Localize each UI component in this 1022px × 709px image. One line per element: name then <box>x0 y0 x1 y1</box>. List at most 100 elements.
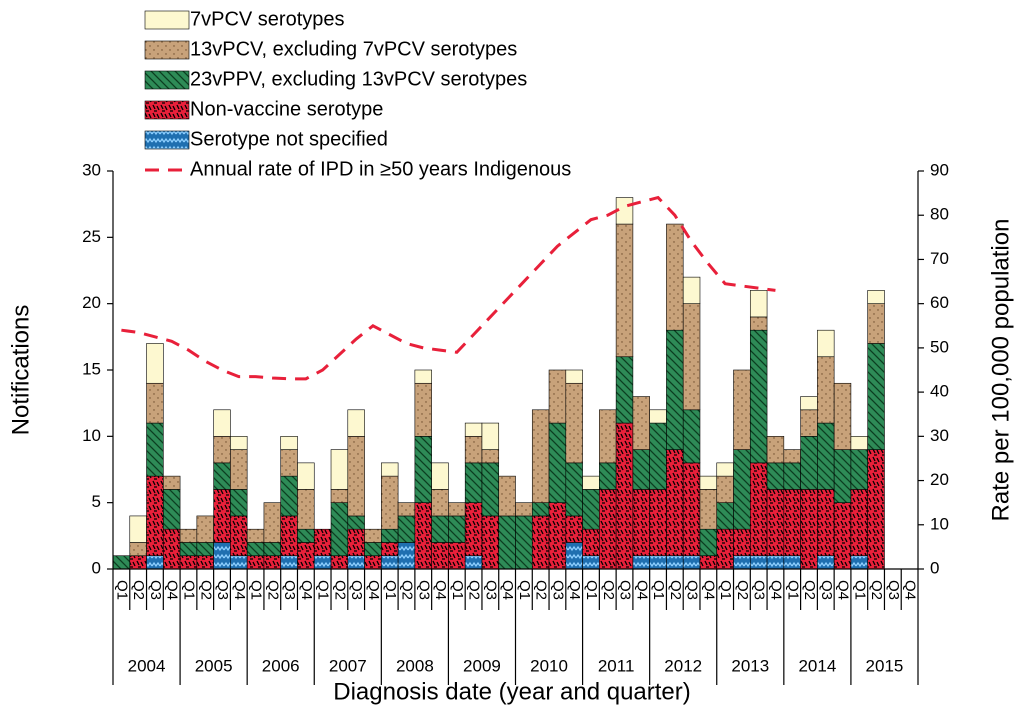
bar-segment <box>800 489 818 570</box>
x-tick-label: Q3 <box>751 580 768 600</box>
x-tick-label: Q4 <box>700 580 717 600</box>
bar-segment <box>347 555 365 570</box>
bar-segment <box>682 276 701 304</box>
bar-segment <box>531 409 550 503</box>
bar-segment <box>615 223 634 358</box>
x-tick-label: Q4 <box>835 580 852 600</box>
x-tick-label: Q3 <box>885 580 902 600</box>
legend-label: 23vPPV, excluding 13vPCV serotypes <box>190 68 527 90</box>
bar-segment <box>817 422 835 490</box>
bar-segment <box>246 542 265 557</box>
bar-segment <box>112 555 131 570</box>
x-tick-label: Q3 <box>281 580 298 600</box>
bar-segment <box>146 382 164 424</box>
x-tick-label: Q2 <box>130 580 147 600</box>
bar-segment <box>431 515 449 543</box>
x-tick-label: Q1 <box>382 580 399 600</box>
bar-segment <box>565 462 583 517</box>
bar-segment <box>666 555 684 570</box>
bar-segment <box>632 396 650 450</box>
bar-segment <box>817 356 835 424</box>
bar-segment <box>615 422 634 570</box>
bar-segment <box>146 475 164 557</box>
bar-segment <box>280 475 298 517</box>
bar-segment <box>682 409 701 464</box>
bar-segment <box>179 555 198 570</box>
bar-segment <box>280 555 298 570</box>
x-tick-label: Q1 <box>784 580 801 600</box>
x-tick-label: Q4 <box>633 580 650 600</box>
bar-segment <box>833 382 852 450</box>
bar-segment <box>263 502 282 543</box>
year-label: 2005 <box>195 656 233 675</box>
bar-segment <box>397 542 416 570</box>
bar-segment <box>464 436 483 464</box>
bar-segment <box>850 449 868 490</box>
bar-segment <box>297 489 315 530</box>
bar-segment <box>867 449 885 570</box>
y2-tick-label: 60 <box>930 293 949 312</box>
bar-segment <box>649 422 667 490</box>
bar-segment <box>766 462 785 490</box>
bar-segment <box>230 436 248 450</box>
legend-label: Serotype not specified <box>190 128 388 150</box>
x-tick-label: Q3 <box>214 580 231 600</box>
bar-segment <box>230 449 248 490</box>
bar-segment <box>163 489 181 530</box>
y2-axis-title: Rate per 100,000 population <box>987 219 1014 522</box>
bar-segment <box>431 489 449 517</box>
bar-segment <box>397 502 416 517</box>
y-tick-label: 15 <box>82 359 101 378</box>
bar-segment <box>649 489 667 557</box>
bar-segment <box>481 422 500 450</box>
x-tick-label: Q2 <box>533 580 550 600</box>
bar-segment <box>213 409 231 437</box>
y2-tick-label: 30 <box>930 426 949 445</box>
bar-segment <box>582 475 600 490</box>
x-tick-label: Q1 <box>315 580 332 600</box>
bar-segment <box>548 369 567 424</box>
bar-segment <box>817 555 835 570</box>
bar-segment <box>733 528 751 557</box>
bar-segment <box>531 515 550 570</box>
year-label: 2015 <box>866 656 904 675</box>
bar-segment <box>196 515 214 543</box>
x-tick-label: Q4 <box>499 580 516 600</box>
legend-label: Non-vaccine serotype <box>190 98 383 120</box>
x-tick-label: Q3 <box>818 580 835 600</box>
bar-segment <box>213 436 231 464</box>
y-tick-label: 30 <box>82 160 101 179</box>
bar-segment <box>481 515 500 570</box>
bar-segment <box>313 555 332 570</box>
bar-segment <box>464 462 483 503</box>
bar-segment <box>330 502 349 557</box>
bar-segment <box>682 462 701 557</box>
bar-segment <box>230 555 248 570</box>
bar-segment <box>599 409 617 464</box>
x-tick-label: Q4 <box>298 580 315 600</box>
x-tick-label: Q4 <box>365 580 382 600</box>
x-tick-label: Q4 <box>432 580 449 600</box>
bar-segment <box>163 528 181 570</box>
bar-segment <box>699 475 718 490</box>
bar-segment <box>833 502 852 570</box>
bar-segment <box>800 436 818 490</box>
y2-tick-label: 50 <box>930 337 949 356</box>
year-label: 2010 <box>530 656 568 675</box>
x-tick-label: Q1 <box>717 580 734 600</box>
bar-segment <box>749 316 768 331</box>
bar-segment <box>146 555 164 570</box>
bar-segment <box>448 542 466 570</box>
bar-segment <box>699 555 718 570</box>
bar-segment <box>817 489 835 557</box>
bar-segment <box>850 555 868 570</box>
x-tick-label: Q3 <box>482 580 499 600</box>
bar-segment <box>196 542 214 557</box>
x-tick-label: Q1 <box>113 580 130 600</box>
bar-segment <box>733 449 751 530</box>
bar-segment <box>448 502 466 517</box>
y2-tick-label: 80 <box>930 205 949 224</box>
bar-segment <box>716 502 734 530</box>
bar-segment <box>783 555 801 570</box>
bar-segment <box>766 489 785 557</box>
